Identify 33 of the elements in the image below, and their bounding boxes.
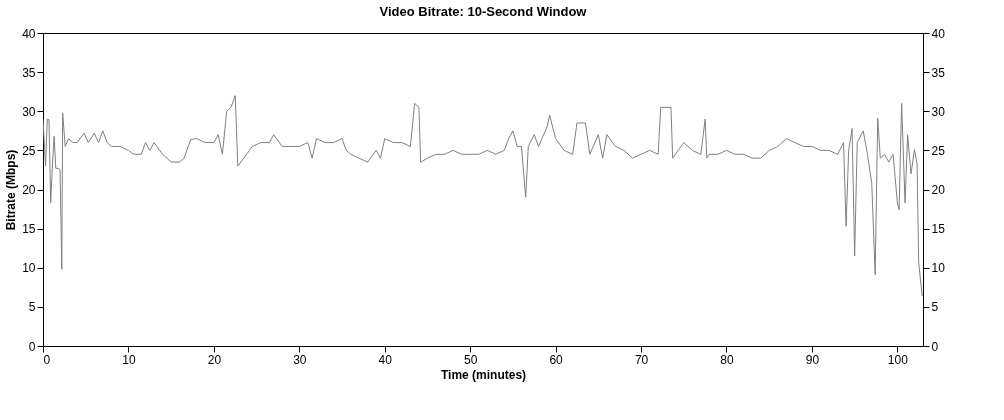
x-tick-label: 30 (293, 352, 307, 367)
x-tick-label: 60 (549, 352, 564, 367)
x-tick-label: 0 (43, 352, 51, 367)
y2-tick-label: 15 (931, 222, 946, 237)
chart-title: Video Bitrate: 10-Second Window (379, 4, 588, 19)
y-tick-label: 10 (22, 261, 36, 276)
line-series (43, 95, 923, 297)
y-tick-label: 5 (28, 300, 36, 315)
y2-tick-label: 40 (931, 26, 946, 41)
y2-tick-label: 0 (931, 339, 939, 354)
y-tick-label: 35 (22, 65, 36, 80)
x-tick-label: 100 (887, 352, 909, 367)
x-tick-label: 20 (207, 352, 222, 367)
x-tick-label: 70 (634, 352, 649, 367)
y2-tick-label: 10 (931, 261, 946, 276)
x-tick-label: 40 (378, 352, 393, 367)
y2-tick-label: 35 (931, 65, 946, 80)
y-tick-label: 30 (22, 104, 36, 119)
y2-tick-label: 20 (931, 183, 946, 197)
y-tick-label: 20 (22, 183, 36, 197)
y2-tick-label: 25 (931, 143, 946, 158)
x-axis-title: Time (minutes) (440, 367, 527, 382)
y-tick-label: 0 (28, 339, 36, 354)
x-tick-label: 90 (805, 352, 820, 367)
x-tick-label: 80 (720, 352, 734, 367)
y-tick-label: 25 (22, 143, 36, 158)
x-tick-label: 50 (464, 352, 478, 367)
y2-tick-label: 5 (931, 300, 939, 315)
x-tick-label: 10 (122, 352, 136, 367)
y-tick-label: 40 (22, 26, 36, 41)
y-axis-title: Bitrate (Mbps) (4, 149, 19, 231)
y2-tick-label: 30 (931, 104, 946, 119)
y-tick-label: 15 (22, 222, 36, 237)
